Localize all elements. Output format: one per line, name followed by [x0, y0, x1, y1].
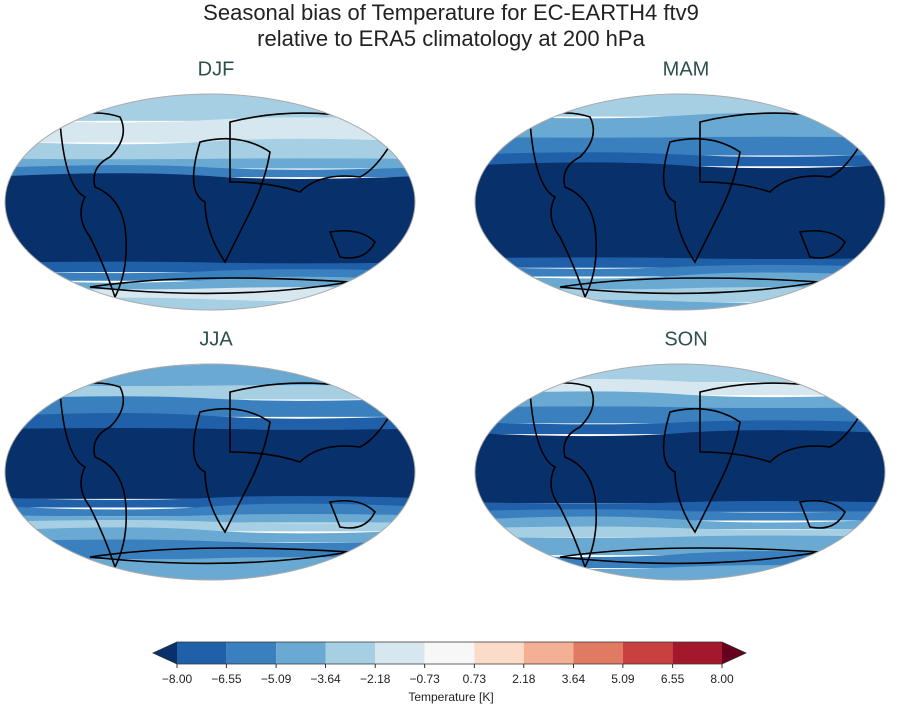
bias-band: [475, 406, 885, 424]
colorbar-tick-label: −8.00: [162, 672, 193, 686]
bias-band: [475, 299, 885, 310]
colorbar-under: [153, 642, 177, 664]
bias-band: [5, 94, 415, 121]
panel-label: JJA: [199, 328, 233, 350]
colorbar-tick-label: −3.64: [310, 672, 341, 686]
colorbar-over: [722, 642, 746, 664]
colorbar-label: Temperature [K]: [408, 690, 493, 704]
colorbar-tick-label: 3.64: [562, 672, 586, 686]
bias-band: [5, 138, 415, 160]
map-outline: [4, 363, 416, 581]
colorbar-tick-label: −2.18: [360, 672, 391, 686]
colorbar-tick-label: −5.09: [261, 672, 292, 686]
bias-band: [5, 385, 415, 400]
panel-label: SON: [664, 328, 707, 350]
bias-band: [5, 503, 415, 517]
map-outline: [474, 93, 886, 311]
colorbar-tick-label: 2.18: [512, 672, 536, 686]
maps: [4, 93, 886, 581]
bias-band: [5, 557, 415, 580]
colorbar-tick-label: 0.73: [463, 672, 487, 686]
bias-band: [5, 173, 415, 264]
bias-band: [475, 379, 885, 396]
bias-band: [475, 94, 885, 117]
colorbar-bin: [424, 642, 475, 664]
colorbar-bin: [177, 642, 227, 664]
map-panel: [5, 364, 415, 580]
bias-band: [475, 136, 885, 156]
bias-band: [5, 117, 415, 143]
colorbar-bin: [523, 642, 574, 664]
bias-band: [5, 297, 415, 310]
bias-band: [5, 527, 415, 543]
colorbar-bin: [573, 642, 623, 664]
bias-band: [5, 412, 415, 430]
bias-band: [475, 501, 885, 512]
colorbar-bin: [325, 642, 376, 664]
colorbar-tick-label: −0.73: [409, 672, 440, 686]
map-outline: [474, 363, 886, 581]
bias-band: [475, 565, 885, 580]
map-panel: [475, 364, 885, 580]
colorbar-bin: [474, 642, 524, 664]
bias-band: [475, 364, 885, 383]
coastline: [529, 112, 872, 300]
coastline: [59, 382, 402, 570]
bias-band: [475, 551, 885, 569]
map-outline: [4, 93, 416, 311]
colorbar-tick-label: 8.00: [710, 672, 734, 686]
bias-band: [475, 162, 885, 260]
title-line: relative to ERA5 climatology at 200 hPa: [257, 26, 645, 51]
bias-band: [475, 526, 885, 538]
colorbar-bin: [276, 642, 326, 664]
colorbar-bin: [226, 642, 277, 664]
bias-band: [475, 391, 885, 409]
colorbar-tick-label: 6.55: [661, 672, 685, 686]
colorbar-bin: [672, 642, 722, 664]
bias-band: [5, 427, 415, 499]
colorbar-tick-label: −6.55: [211, 672, 242, 686]
bias-band: [475, 430, 885, 504]
bias-band: [5, 396, 415, 417]
colorbar-tick-label: 5.09: [611, 672, 635, 686]
bias-band: [475, 535, 885, 556]
bias-band: [5, 364, 415, 387]
panel-label: DJF: [198, 58, 235, 80]
bias-band: [475, 112, 885, 139]
colorbar-bin: [622, 642, 673, 664]
title-line: Seasonal bias of Temperature for EC-EART…: [203, 0, 699, 25]
coastline: [529, 382, 872, 570]
map-panel: [5, 94, 415, 310]
panel-label: MAM: [663, 58, 710, 80]
colorbar-bin: [375, 642, 425, 664]
colorbar: −8.00 −6.55 −5.09 −3.64 −2.18 −0.73 0.73 2.18 3.…: [152, 641, 747, 686]
bias-band: [475, 516, 885, 530]
coastline: [59, 112, 402, 300]
bias-band: [475, 287, 885, 303]
